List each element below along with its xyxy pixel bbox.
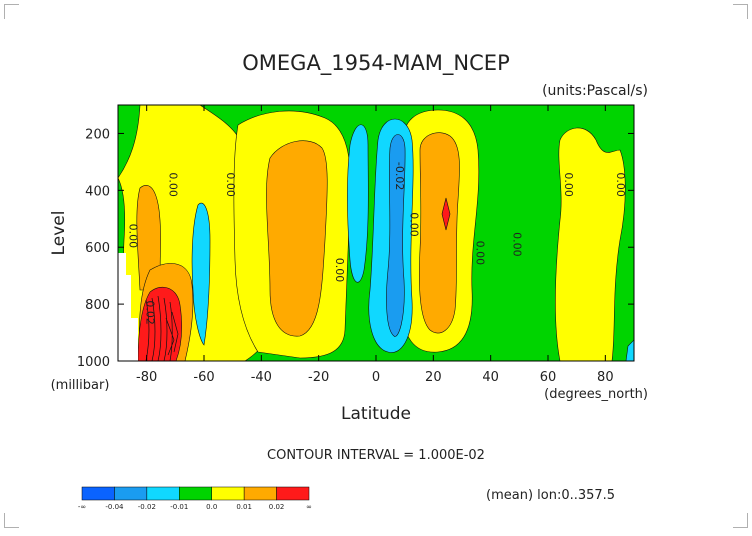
y-axis: 200 400 600 800 1000 xyxy=(77,127,634,370)
chart-title: OMEGA_1954-MAM_NCEP xyxy=(242,51,509,76)
contour-field xyxy=(118,105,634,361)
contour-label: 0.00 xyxy=(126,224,139,249)
crop-mark-bottom-right xyxy=(733,513,748,528)
contour-region-cyan-edge xyxy=(625,339,634,361)
contour-label: 0.00 xyxy=(614,172,627,197)
contour-region-cyan-mid xyxy=(347,124,369,283)
colorbar-swatch xyxy=(114,486,148,501)
contour-region-blue-central xyxy=(386,134,406,337)
colorbar-swatch xyxy=(146,486,180,501)
y-axis-label: Level xyxy=(49,211,69,256)
contour-region-cyan-south xyxy=(191,202,211,346)
colorbar-swatch xyxy=(179,486,212,501)
colorbar-level-label: 0.0 xyxy=(206,503,217,511)
contour-label: 0.00 xyxy=(562,172,575,197)
colorbar-level-label: ∞ xyxy=(306,503,312,511)
colorbar-swatch xyxy=(276,486,310,501)
colorbar-level-label: -0.02 xyxy=(138,503,156,511)
x-tick-label: 20 xyxy=(425,370,442,385)
mean-note: (mean) lon:0..357.5 xyxy=(486,488,615,503)
x-tick-label: 60 xyxy=(540,370,557,385)
colorbar-level-label: -0.04 xyxy=(105,503,124,511)
contour-label: 0.00 xyxy=(473,241,486,266)
contour-label: 0.00 xyxy=(224,172,237,197)
colorbar-swatch xyxy=(243,486,277,501)
x-units-note: (degrees_north) xyxy=(544,387,648,402)
contour-label: 0.00 xyxy=(333,258,346,283)
x-axis: -80 -60 -40 -20 0 20 40 60 80 xyxy=(136,105,614,385)
y-tick-label: 1000 xyxy=(77,355,110,370)
colorbar-swatch xyxy=(81,486,115,501)
colorbar: -∞ -0.04 -0.02 -0.01 0.0 0.01 0.02 ∞ xyxy=(78,486,312,511)
colorbar-level-label: -0.01 xyxy=(170,503,188,511)
colorbar-swatch xyxy=(211,486,245,501)
x-tick-label: -20 xyxy=(308,370,329,385)
crop-mark-top-left xyxy=(4,4,19,19)
contour-region-yellow-northeast xyxy=(555,127,626,361)
contour-labels: 0.00 0.00 0.00 0.00 -0.02 0.00 0.00 0.00 0.00 0.0… xyxy=(126,162,626,325)
crop-mark-top-right xyxy=(733,4,748,19)
contour-label: -0.02 xyxy=(393,162,406,190)
x-tick-label: 0 xyxy=(372,370,380,385)
colorbar-level-label: 0.02 xyxy=(269,503,285,511)
x-tick-label: 40 xyxy=(482,370,499,385)
y-tick-label: 600 xyxy=(85,241,110,256)
missing-data-region xyxy=(118,253,138,361)
y-tick-label: 200 xyxy=(85,127,110,142)
contour-label: 0.00 xyxy=(167,172,180,197)
crop-mark-bottom-left xyxy=(4,513,19,528)
colorbar-level-label: -∞ xyxy=(78,503,86,511)
contour-label: 0.00 xyxy=(511,232,524,257)
y-tick-label: 800 xyxy=(85,298,110,313)
colorbar-level-label: 0.01 xyxy=(236,503,252,511)
contour-label: 0.02 xyxy=(144,300,157,325)
contour-label: 0.00 xyxy=(407,212,420,237)
contour-interval-note: CONTOUR INTERVAL = 1.000E-02 xyxy=(267,448,485,463)
y-units-note: (millibar) xyxy=(51,378,110,393)
x-tick-label: -80 xyxy=(136,370,157,385)
units-note: (units:Pascal/s) xyxy=(542,83,648,99)
contour-lines-red-south xyxy=(145,295,179,361)
y-tick-label: 400 xyxy=(85,184,110,199)
x-tick-label: 80 xyxy=(597,370,614,385)
x-tick-label: -60 xyxy=(193,370,214,385)
contour-region-orange-south-mid xyxy=(266,140,328,337)
contour-region-red-spot xyxy=(441,197,451,231)
x-axis-label: Latitude xyxy=(341,404,411,424)
contour-region-orange-central xyxy=(419,132,460,334)
x-tick-label: -40 xyxy=(251,370,272,385)
